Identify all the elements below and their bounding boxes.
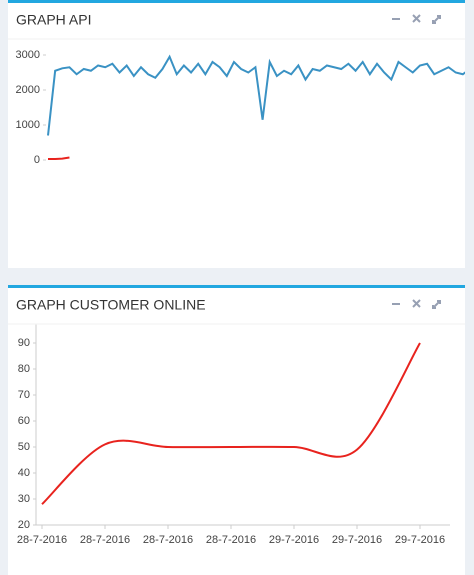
y-tick-label: 1000 (16, 119, 40, 131)
y-tick-label: 60 (18, 415, 30, 427)
series-line (48, 156, 70, 160)
series-line (47, 54, 465, 136)
x-tick-label: 28-7-2016 (17, 534, 67, 546)
y-tick-label: 0 (34, 154, 40, 166)
panel-title: GRAPH API (16, 12, 91, 28)
y-tick-label: 70 (18, 389, 30, 401)
y-tick-label: 40 (18, 467, 30, 479)
panel: GRAPH API 0 1000 2000 3000 (8, 0, 465, 268)
panel-tools[interactable] (392, 14, 441, 24)
x-tick-label: 28-7-2016 (206, 534, 256, 546)
series-line (41, 342, 421, 505)
y-tick-label: 50 (18, 441, 30, 453)
x-tick-label: 29-7-2016 (332, 534, 382, 546)
chart: GRAPH CUSTOMER ONLINE 20 30 40 50 60 70 80 90 28… (8, 297, 465, 546)
x-tick-label: 29-7-2016 (395, 534, 445, 546)
x-tick-label: 28-7-2016 (143, 534, 193, 546)
panel-title: GRAPH CUSTOMER ONLINE (16, 297, 206, 313)
x-tick-label: 28-7-2016 (80, 534, 130, 546)
y-tick-label: 30 (18, 493, 30, 505)
y-tick-label: 20 (18, 519, 30, 531)
chart: GRAPH API 0 1000 2000 3000 (8, 12, 465, 166)
panel-tools[interactable] (392, 299, 441, 309)
y-tick-label: 90 (18, 337, 30, 349)
panel: GRAPH CUSTOMER ONLINE 20 30 40 50 60 70 80 90 28… (8, 285, 465, 575)
y-tick-label: 2000 (16, 84, 40, 96)
y-tick-label: 3000 (16, 49, 40, 61)
x-tick-label: 29-7-2016 (269, 534, 319, 546)
y-tick-label: 80 (18, 363, 30, 375)
